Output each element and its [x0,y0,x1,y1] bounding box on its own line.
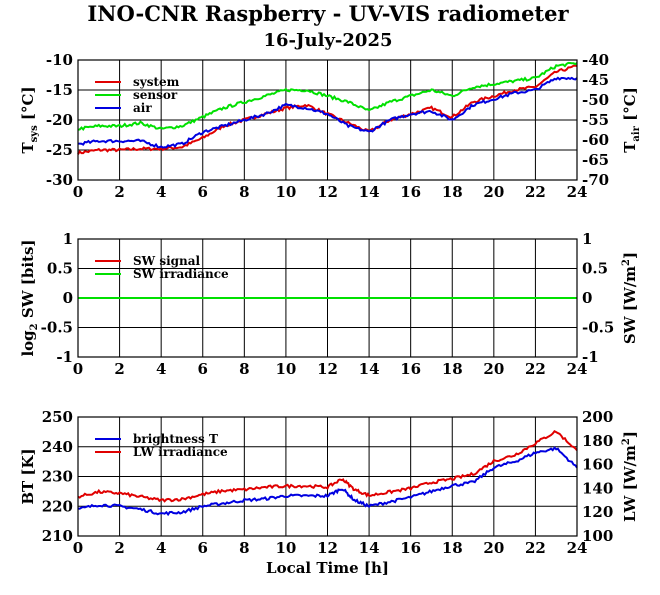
y-tick-label-right: -65 [582,151,609,169]
series-line-air [78,76,578,149]
y-tick-label-left: 230 [42,468,73,486]
x-tick-label: 20 [483,539,504,557]
x-tick-label: 4 [156,539,166,557]
plot-frame [77,416,578,537]
x-tick-label: 16 [400,183,421,201]
x-tick-label: 24 [567,360,588,378]
y-axis-label-left: Tsys [°C] [19,86,40,153]
y-tick-label-right: 120 [582,503,613,521]
x-tick-label: 18 [442,360,463,378]
y-tick-label-right: 160 [582,456,613,474]
legend-label: LW irradiance [133,445,228,459]
y-tick-label-left: -0.5 [41,319,73,337]
x-tick-label: 22 [525,360,546,378]
y-tick-label-right: 140 [582,479,613,497]
legend-label: SW irradiance [133,267,229,281]
y-tick-label-left: -15 [46,81,73,99]
x-tick-label: 18 [442,183,463,201]
x-tick-label: 22 [525,539,546,557]
x-tick-label: 12 [317,183,338,201]
y-axis-label-right: LW [W/m2] [621,431,639,522]
y-tick-label-right: -50 [582,91,609,109]
y-tick-label-right: -1 [582,348,599,366]
y-tick-label-left: 220 [42,497,73,515]
x-tick-label: 14 [359,183,380,201]
series-line-lw-irradiance [77,430,578,503]
x-tick-label: 12 [317,539,338,557]
x-tick-label: 12 [317,360,338,378]
y-tick-label-right: 0.5 [582,260,608,278]
plot-frame [77,59,578,181]
shortwave-panel: 0 2 4 6 8 10 12 14 16 18 20 22 24-1-0.500.51-1-0.500… [19,230,639,378]
y-axis-label-right: Tair [°C] [621,87,642,153]
legend-label: brightness T [133,432,218,446]
y-tick-label-right: -70 [582,171,609,189]
x-tick-label: 14 [359,360,380,378]
y-tick-label-left: -25 [46,141,73,159]
x-tick-label: 20 [483,360,504,378]
y-tick-label-right: -60 [582,131,609,149]
y-tick-label-right: 1 [582,230,592,248]
y-tick-label-right: 200 [582,408,613,426]
x-tick-label: 0 [73,539,83,557]
y-tick-label-left: 250 [42,408,73,426]
legend-label: system [133,75,180,89]
y-tick-label-left: 240 [42,438,73,456]
legend-label: sensor [133,88,178,102]
y-tick-label-left: -20 [46,111,73,129]
x-tick-label: 8 [239,183,249,201]
y-tick-label-left: -10 [46,51,73,69]
y-tick-label-right: -45 [582,71,609,89]
x-tick-label: 24 [567,539,588,557]
series-line-sensor [77,61,578,132]
x-tick-label: 18 [442,539,463,557]
figure-title: INO-CNR Raspberry - UV-VIS radiometer [87,1,569,26]
y-tick-label-left: 0.5 [47,260,73,278]
x-tick-label: 6 [198,539,208,557]
temperature-panel: 0 2 4 6 8 10 12 14 16 18 20 22 24-30-25-20-15-10-70-… [19,51,642,201]
legend-label: air [133,101,152,115]
x-tick-label: 24 [567,183,588,201]
x-tick-label: 8 [239,539,249,557]
x-tick-label: 16 [400,360,421,378]
y-axis-label-right: SW [W/m2] [621,252,639,344]
y-tick-label-left: 1 [63,230,73,248]
x-tick-label: 10 [275,539,296,557]
figure-date: 16-July-2025 [264,30,393,51]
y-tick-label-left: 0 [63,289,73,307]
y-tick-label-right: -0.5 [582,319,614,337]
series-line-brightness-t [77,446,578,517]
x-tick-label: 20 [483,183,504,201]
y-axis-label-left: log2 SW [bits] [19,239,40,356]
x-tick-label: 2 [114,539,124,557]
x-tick-label: 10 [275,183,296,201]
x-tick-label: 6 [198,360,208,378]
x-tick-label: 2 [114,183,124,201]
x-tick-label: 14 [359,539,380,557]
y-tick-label-left: 210 [42,527,73,545]
x-tick-label: 4 [156,183,166,201]
y-axis-label-left: BT [K] [19,448,37,504]
x-tick-label: 16 [400,539,421,557]
longwave-panel: 0 2 4 6 8 10 12 14 16 18 20 22 242102202302402501001… [19,408,639,577]
x-tick-label: 10 [275,360,296,378]
x-tick-label: 0 [73,360,83,378]
x-tick-label: 8 [239,360,249,378]
y-tick-label-right: 0 [582,289,592,307]
y-tick-label-right: 100 [582,527,613,545]
y-tick-label-right: -55 [582,111,609,129]
legend-label: SW signal [133,254,201,268]
x-tick-label: 2 [114,360,124,378]
plot-frame [77,238,578,358]
x-tick-label: 0 [73,183,83,201]
y-tick-label-right: -40 [582,51,609,69]
y-tick-label-left: -30 [46,171,73,189]
x-axis-label: Local Time [h] [266,559,389,577]
x-tick-label: 6 [198,183,208,201]
y-tick-label-left: -1 [56,348,73,366]
x-tick-label: 22 [525,183,546,201]
y-tick-label-right: 180 [582,432,613,450]
x-tick-label: 4 [156,360,166,378]
